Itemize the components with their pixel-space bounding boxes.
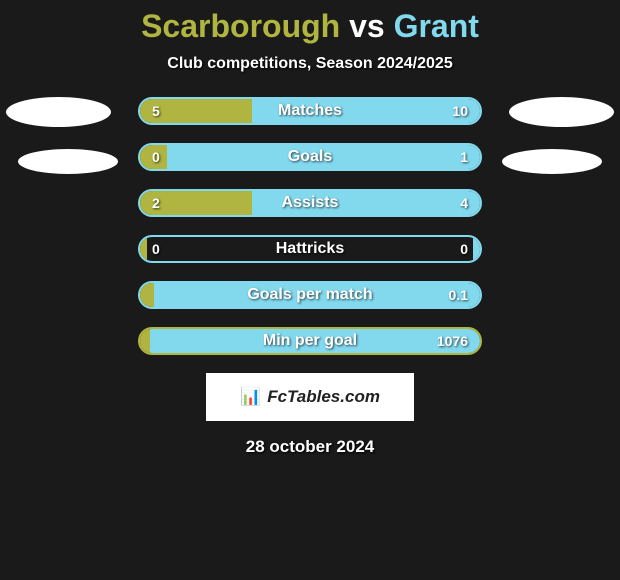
stat-bar: 5Matches10	[138, 97, 482, 125]
stat-bar: 0Hattricks0	[138, 235, 482, 263]
player1-name: Scarborough	[141, 8, 340, 44]
stat-label: Hattricks	[140, 237, 480, 261]
subtitle: Club competitions, Season 2024/2025	[0, 55, 620, 73]
stat-bar: 2Assists4	[138, 189, 482, 217]
stat-bar: 0Goals1	[138, 143, 482, 171]
stat-bar: Goals per match0.1	[138, 281, 482, 309]
decor-ellipse	[509, 97, 614, 127]
stat-value-right: 0.1	[449, 283, 468, 307]
decor-ellipse	[502, 149, 602, 174]
stat-bar: Min per goal1076	[138, 327, 482, 355]
decor-ellipse	[6, 97, 111, 127]
stat-value-right: 0	[460, 237, 468, 261]
chart-icon: 📊	[240, 387, 261, 407]
stat-label: Matches	[140, 99, 480, 123]
player2-name: Grant	[394, 8, 479, 44]
chart-area: 5Matches100Goals12Assists40Hattricks0Goa…	[0, 97, 620, 355]
stat-label: Goals per match	[140, 283, 480, 307]
stat-bars: 5Matches100Goals12Assists40Hattricks0Goa…	[138, 97, 482, 355]
stat-label: Min per goal	[140, 329, 480, 353]
stat-label: Goals	[140, 145, 480, 169]
date-text: 28 october 2024	[0, 437, 620, 457]
stat-label: Assists	[140, 191, 480, 215]
vs-text: vs	[349, 8, 385, 44]
comparison-title: Scarborough vs Grant	[0, 0, 620, 45]
stat-value-right: 1	[460, 145, 468, 169]
decor-ellipse	[18, 149, 118, 174]
stat-value-right: 10	[452, 99, 468, 123]
brand-text: FcTables.com	[267, 387, 380, 407]
brand-badge: 📊 FcTables.com	[206, 373, 414, 421]
stat-value-right: 4	[460, 191, 468, 215]
stat-value-right: 1076	[437, 329, 468, 353]
